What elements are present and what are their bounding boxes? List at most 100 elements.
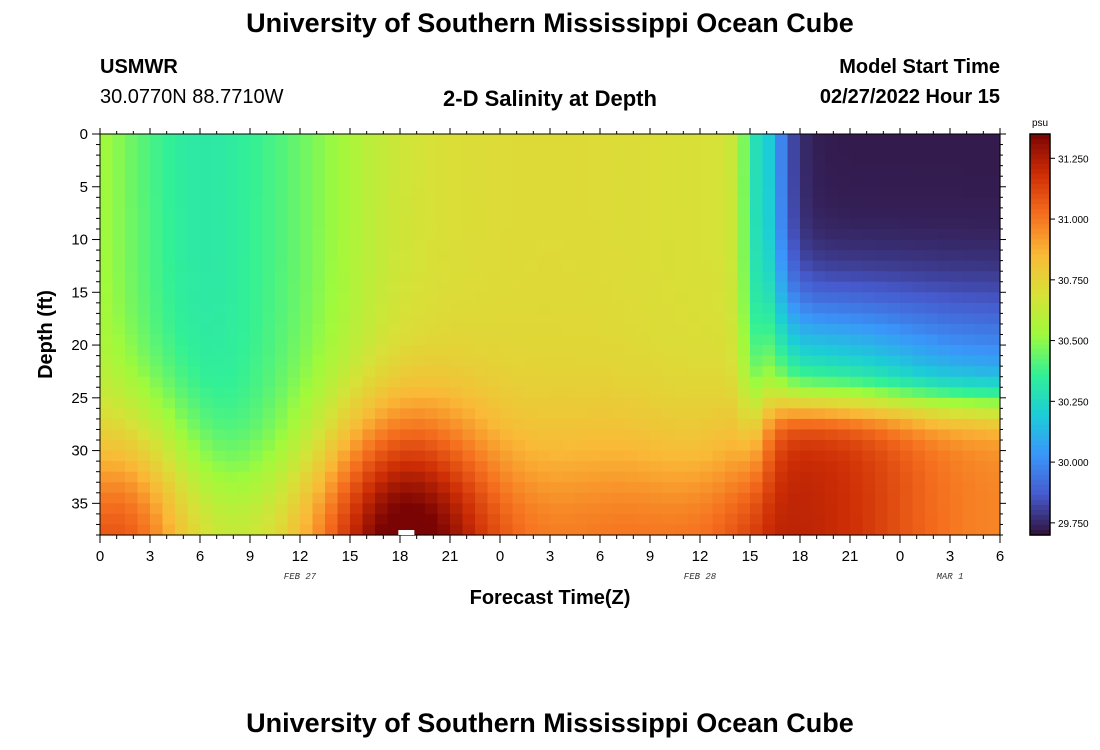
- heatmap-cell: [987, 503, 1001, 515]
- heatmap-cell: [650, 218, 664, 230]
- heatmap-cell: [662, 408, 676, 420]
- heatmap-cell: [137, 165, 151, 177]
- heatmap-cell: [787, 429, 801, 441]
- heatmap-cell: [500, 186, 514, 198]
- heatmap-cell: [150, 387, 164, 399]
- heatmap-cell: [825, 397, 839, 409]
- heatmap-cell: [950, 513, 964, 526]
- heatmap-cell: [175, 197, 189, 209]
- heatmap-cell: [125, 218, 139, 230]
- heatmap-cell: [625, 471, 639, 483]
- heatmap-cell: [237, 503, 251, 515]
- heatmap-cell: [362, 228, 376, 241]
- heatmap-cell: [375, 524, 389, 536]
- heatmap-cell: [787, 144, 801, 156]
- heatmap-cell: [512, 334, 526, 346]
- heatmap-cell: [975, 334, 989, 346]
- heatmap-cell: [950, 218, 964, 230]
- heatmap-cell: [525, 292, 539, 304]
- heatmap-cell: [162, 292, 176, 304]
- heatmap-cell: [675, 260, 689, 272]
- heatmap-cell: [775, 323, 789, 336]
- heatmap-cell: [625, 408, 639, 420]
- heatmap-cell: [987, 197, 1001, 209]
- heatmap-cell: [225, 482, 239, 494]
- heatmap-cell: [875, 345, 889, 357]
- heatmap-cell: [412, 239, 426, 251]
- heatmap-cell: [712, 165, 726, 177]
- heatmap-cell: [362, 450, 376, 462]
- heatmap-cell: [300, 461, 314, 473]
- heatmap-cell: [875, 397, 889, 409]
- colorbar-segment: [1030, 349, 1050, 356]
- heatmap-cell: [937, 461, 951, 473]
- heatmap-cell: [387, 292, 401, 304]
- heatmap-cell: [625, 376, 639, 388]
- heatmap-cell: [225, 429, 239, 441]
- heatmap-cell: [362, 440, 376, 452]
- heatmap-cell: [400, 440, 414, 452]
- heatmap-cell: [150, 492, 164, 504]
- colorbar-segment: [1030, 189, 1050, 195]
- heatmap-cell: [200, 345, 214, 357]
- heatmap-cell: [512, 239, 526, 251]
- heatmap-cell: [312, 461, 326, 473]
- heatmap-cell: [400, 334, 414, 346]
- heatmap-cell: [550, 355, 564, 367]
- heatmap-cell: [687, 376, 701, 388]
- heatmap-cell: [687, 281, 701, 293]
- heatmap-cell: [900, 186, 914, 198]
- heatmap-cell: [662, 513, 676, 526]
- heatmap-cell: [387, 250, 401, 262]
- heatmap-cell: [937, 197, 951, 209]
- heatmap-cell: [437, 471, 451, 483]
- heatmap-cell: [487, 155, 501, 167]
- heatmap-cell: [600, 471, 614, 483]
- heatmap-cell: [250, 271, 264, 283]
- heatmap-cell: [850, 397, 864, 409]
- heatmap-cell: [212, 334, 226, 346]
- heatmap-cell: [362, 418, 376, 431]
- colorbar-segment: [1030, 434, 1050, 441]
- heatmap-cell: [675, 313, 689, 325]
- heatmap-cell: [162, 355, 176, 367]
- heatmap-cell: [100, 345, 114, 357]
- heatmap-cell: [962, 334, 976, 346]
- heatmap-cell: [612, 155, 626, 167]
- heatmap-cell: [387, 461, 401, 473]
- heatmap-cell: [100, 397, 114, 409]
- heatmap-cell: [562, 355, 576, 367]
- heatmap-cell: [875, 165, 889, 177]
- heatmap-cell: [587, 302, 601, 314]
- heatmap-cell: [312, 429, 326, 441]
- heatmap-cell: [450, 471, 464, 483]
- heatmap-cell: [600, 323, 614, 336]
- heatmap-cell: [687, 144, 701, 156]
- heatmap-cell: [250, 302, 264, 314]
- heatmap-cell: [587, 482, 601, 494]
- heatmap-cell: [162, 302, 176, 314]
- heatmap-cell: [162, 429, 176, 441]
- heatmap-cell: [312, 155, 326, 167]
- heatmap-cell: [237, 207, 251, 220]
- heatmap-cell: [325, 492, 339, 504]
- heatmap-cell: [112, 186, 126, 198]
- heatmap-cell: [925, 429, 939, 441]
- heatmap-cell: [600, 345, 614, 357]
- heatmap-cell: [825, 271, 839, 283]
- heatmap-cell: [550, 323, 564, 336]
- heatmap-cell: [425, 292, 439, 304]
- heatmap-cell: [650, 197, 664, 209]
- heatmap-cell: [125, 408, 139, 420]
- heatmap-cell: [375, 228, 389, 241]
- heatmap-cell: [825, 429, 839, 441]
- heatmap-cell: [875, 271, 889, 283]
- heatmap-cell: [762, 186, 776, 198]
- heatmap-cell: [412, 482, 426, 494]
- heatmap-cell: [687, 418, 701, 431]
- heatmap-cell: [912, 250, 926, 262]
- heatmap-cell: [562, 345, 576, 357]
- heatmap-cell: [800, 471, 814, 483]
- heatmap-cell: [100, 440, 114, 452]
- heatmap-cell: [187, 281, 201, 293]
